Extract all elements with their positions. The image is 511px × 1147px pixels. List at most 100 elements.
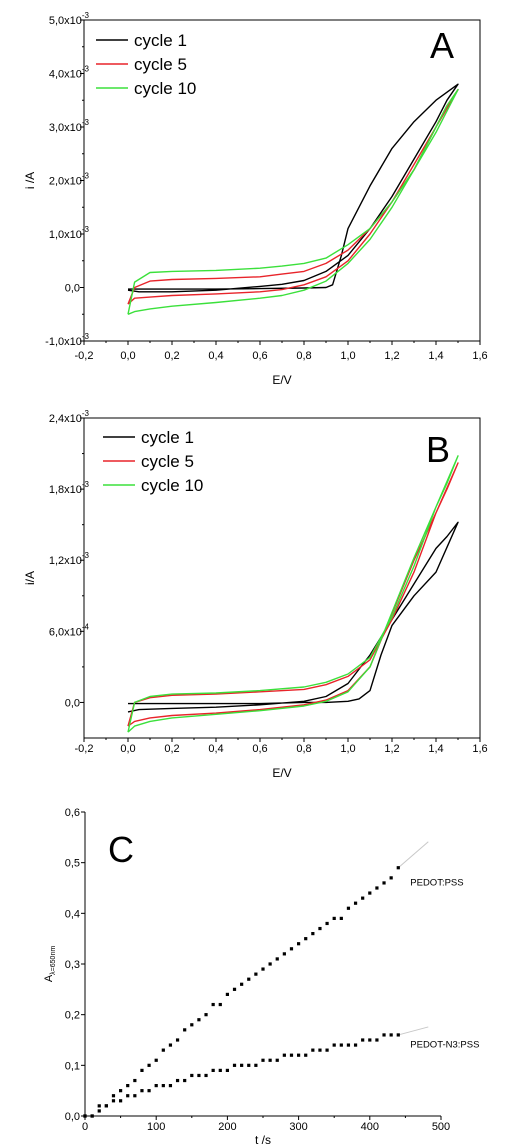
y-tick-mantissa: 1,0x10 [49,229,82,241]
y-tick-exponent: -3 [82,172,90,181]
y-tick-exponent: -4 [82,622,90,631]
y-axis-label: i/A [23,571,37,585]
y-tick-label: 2,0x10-3 [49,172,90,188]
x-tick-label: 0,6 [252,350,267,362]
data-point [183,1078,187,1083]
x-tick-label: 0,2 [164,743,179,755]
data-point [289,1053,294,1057]
data-point [133,1078,137,1083]
data-point [140,1068,144,1072]
data-point [268,962,272,966]
x-axis-label: t /s [255,1133,271,1147]
x-tick-label: 100 [147,1121,165,1133]
trend-line [397,841,429,869]
data-point [346,906,351,910]
series-line-cycle-10 [127,455,459,733]
y-tick-label: 3,0x10-3 [49,118,90,134]
y-tick-mantissa: 3,0x10 [49,122,82,134]
data-point [154,1084,158,1088]
data-point [353,1043,358,1047]
data-point [119,1099,123,1103]
data-point [353,901,358,905]
data-point [225,1068,229,1072]
trend-line [398,1026,429,1036]
data-point [375,886,379,890]
y-tick-exponent: -3 [82,118,90,127]
panel-b: -0,2 0,0 0,2 0,4 0,6 0,8 1,0 1,2 1,4 1,6 E/V 0,0 6,0… [23,409,488,780]
data-point [389,1033,393,1037]
data-point [297,1053,301,1057]
data-point [382,881,386,885]
data-point [133,1094,137,1098]
data-point [275,957,279,961]
data-point [332,1043,336,1047]
x-tick-label: 0,8 [296,350,311,362]
y-tick-label: 1,8x10-3 [49,480,90,496]
x-tick-label: 0,2 [164,350,179,362]
data-point [254,972,258,976]
y-tick-exponent: -3 [82,409,90,418]
data-point [240,982,244,986]
data-point [90,1114,94,1118]
y-tick-exponent: -3 [82,332,90,341]
data-point [111,1094,116,1098]
y-tick-mantissa: 0,0 [65,283,80,295]
x-tick-label: 500 [432,1121,450,1133]
y-axis-label: i /A [23,172,37,189]
series-line-cycle-10 [127,88,459,315]
y-tick-exponent: -3 [82,480,90,489]
data-point [168,1043,173,1047]
y-tick-label: 0,4 [65,908,80,920]
data-point [325,921,329,926]
legend-label: cycle 5 [134,55,187,74]
y-tick-mantissa: -1,0x10 [45,336,82,348]
y-tick-mantissa: 6,0x10 [49,626,82,638]
data-point [190,1073,194,1078]
y-tick-mantissa: 2,0x10 [49,176,82,188]
data-point [282,952,286,956]
y-tick-label: 0,0 [65,1111,80,1123]
y-tick-label: 0,0 [65,697,80,709]
x-tick-label: 1,0 [340,743,355,755]
data-point [325,1048,329,1052]
data-point [332,916,336,920]
data-point [254,1063,258,1067]
x-tick-label: 1,6 [472,743,487,755]
legend-label: cycle 10 [134,79,196,98]
data-point [218,1068,222,1072]
data-point [389,876,393,880]
data-point [232,987,237,991]
y-axis-label-main: A [43,974,55,982]
data-point [204,1013,208,1017]
data-point [240,1063,244,1067]
y-tick-label: 5,0x10-3 [49,11,90,27]
y-tick-label: 0,6 [65,807,80,819]
data-point [147,1063,151,1067]
data-point [361,896,365,900]
data-point [104,1104,108,1108]
x-tick-label: 0 [82,1121,88,1133]
legend-label: cycle 1 [134,31,187,50]
data-point [261,1058,265,1062]
panel-a: -0,2 0,0 0,2 0,4 0,6 0,8 1,0 1,2 1,4 1,6 E/V -1,0x1… [23,11,488,387]
data-point [368,1038,372,1042]
y-tick-mantissa: 4,0x10 [49,69,82,81]
series-label: PEDOT-N3:PSS [410,1040,479,1051]
data-point [339,916,343,920]
data-point [140,1089,144,1093]
data-point [304,1053,308,1057]
data-point [396,866,400,870]
data-point [268,1058,272,1062]
series-line-cycle-1 [127,83,459,293]
data-point [225,992,229,996]
x-tick-label: 400 [361,1121,379,1133]
data-point [204,1073,208,1078]
data-point [126,1084,130,1088]
data-point [247,977,251,981]
data-point [247,1063,251,1067]
data-point [311,1048,315,1052]
panel-letter: B [426,429,450,470]
x-tick-label: -0,2 [75,350,94,362]
y-tick-label: 0,3 [65,959,80,971]
data-point [211,1068,215,1072]
